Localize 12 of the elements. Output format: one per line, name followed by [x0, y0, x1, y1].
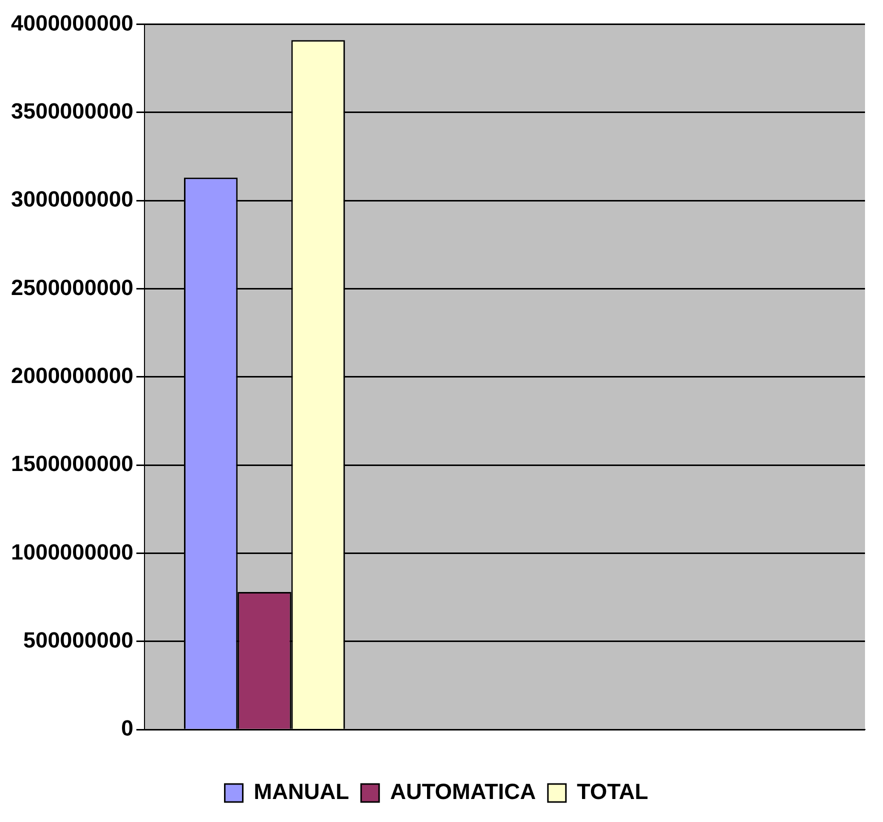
legend-label: AUTOMATICA [390, 779, 536, 804]
y-tick-label: 1000000000 [10, 539, 134, 564]
y-tick-label: 500000000 [23, 627, 134, 652]
y-tick-label: 3500000000 [10, 98, 134, 124]
y-tick-label: 4000000000 [10, 10, 134, 36]
y-tick-label: 1500000000 [10, 451, 134, 476]
legend-label: TOTAL [576, 779, 648, 804]
y-tick-label: 2500000000 [10, 274, 134, 300]
y-tick-label: 3000000000 [10, 186, 134, 212]
legend-label: MANUAL [254, 779, 350, 804]
y-tick-label: 2000000000 [10, 362, 134, 388]
y-tick-label: 0 [121, 716, 134, 741]
